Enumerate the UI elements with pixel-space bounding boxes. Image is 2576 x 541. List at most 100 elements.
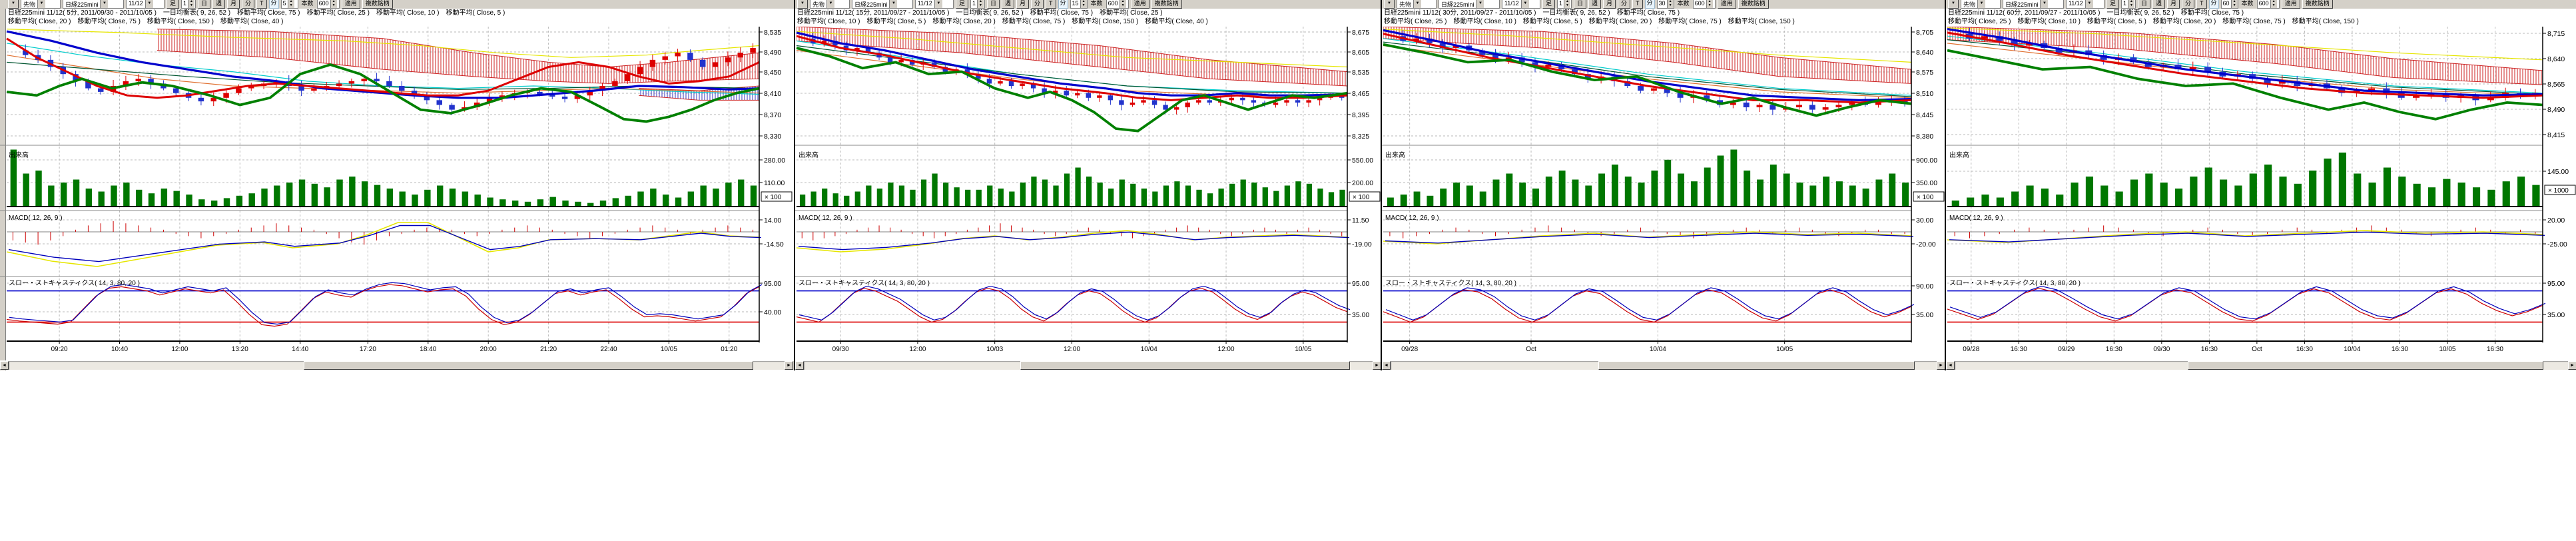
period-button-0[interactable]: 日 <box>986 0 1000 9</box>
period-button-3[interactable]: 分 <box>242 0 255 9</box>
interval-minutes-spinner[interactable]: 5 ▲ ▼ <box>280 0 298 9</box>
apply-button[interactable]: 適用 <box>2281 0 2300 9</box>
interval-minutes-spinner[interactable]: 30 ▲ ▼ <box>1656 0 1674 9</box>
scrollbar-thumb[interactable] <box>303 361 754 370</box>
scrollbar-thumb[interactable] <box>2187 361 2544 370</box>
bars-count-spinner[interactable]: 600 ▲ ▼ <box>1692 0 1716 9</box>
multi-symbol-button[interactable]: 複数銘柄 <box>1738 0 1769 9</box>
panel-menu-button[interactable]: ▼ <box>1384 0 1395 9</box>
bars-count-spinner[interactable]: 600 ▲ ▼ <box>2256 0 2280 9</box>
symbol-dropdown[interactable]: 日経225mini ▼ <box>62 0 124 9</box>
period-button-3[interactable]: 分 <box>1031 0 1044 9</box>
x-axis-label: 12:00 <box>909 346 926 353</box>
time-scrollbar[interactable]: ◄ ► <box>1382 360 1946 370</box>
period-button-2[interactable]: 月 <box>2167 0 2180 9</box>
bar-count-spinner[interactable]: 1 ▲ ▼ <box>1556 0 1572 9</box>
panel-menu-button[interactable]: ▼ <box>1948 0 1959 9</box>
spinner-arrows-icon[interactable]: ▲ ▼ <box>2270 0 2277 8</box>
panel-menu-button[interactable]: ▼ <box>8 0 19 9</box>
bar-count-spinner[interactable]: 1 ▲ ▼ <box>970 0 985 9</box>
scroll-left-button[interactable]: ◄ <box>795 361 804 370</box>
period-button-1[interactable]: 週 <box>1588 0 1601 9</box>
symbol-dropdown[interactable]: 日経225mini ▼ <box>1438 0 1500 9</box>
chevron-down-icon[interactable]: ▼ <box>1977 0 1985 8</box>
apply-button[interactable]: 適用 <box>341 0 360 9</box>
market-dropdown[interactable]: 先物 ▼ <box>1960 0 2001 9</box>
bar-count-spinner[interactable]: 1 ▲ ▼ <box>180 0 196 9</box>
apply-button[interactable]: 適用 <box>1130 0 1149 9</box>
period-button-0[interactable]: 日 <box>197 0 210 9</box>
bar-type-button[interactable]: 足 <box>955 0 968 9</box>
bars-count-spinner[interactable]: 600 ▲ ▼ <box>1106 0 1129 9</box>
spinner-arrows-icon[interactable]: ▲ ▼ <box>330 0 337 8</box>
spinner-arrows-icon[interactable]: ▲ ▼ <box>1563 0 1570 8</box>
spinner-arrows-icon[interactable]: ▲ ▼ <box>1706 0 1713 8</box>
scroll-left-button[interactable]: ◄ <box>1382 361 1391 370</box>
spinner-arrows-icon[interactable]: ▲ ▼ <box>287 0 294 8</box>
period-button-3[interactable]: 分 <box>2182 0 2195 9</box>
bar-type-button[interactable]: 足 <box>166 0 179 9</box>
scroll-right-button[interactable]: ► <box>2568 361 2576 370</box>
time-scrollbar[interactable]: ◄ ► <box>795 360 1382 370</box>
chevron-down-icon[interactable]: ▼ <box>889 0 898 8</box>
period-button-0[interactable]: 日 <box>1573 0 1586 9</box>
period-button-2[interactable]: 月 <box>1603 0 1616 9</box>
contract-dropdown[interactable]: 11/12 ▼ <box>125 0 164 9</box>
period-button-3[interactable]: 分 <box>1618 0 1631 9</box>
contract-dropdown[interactable]: 11/12 ▼ <box>2065 0 2104 9</box>
chevron-down-icon[interactable]: ▼ <box>826 0 834 8</box>
bar-type-button[interactable]: 足 <box>2106 0 2119 9</box>
scrollbar-thumb[interactable] <box>1020 361 1350 370</box>
symbol-dropdown[interactable]: 日経225mini ▼ <box>2002 0 2064 9</box>
panel-menu-button[interactable]: ▼ <box>797 0 808 9</box>
scrollbar-thumb[interactable] <box>1598 361 1915 370</box>
multi-symbol-button[interactable]: 複数銘柄 <box>362 0 393 9</box>
market-dropdown[interactable]: 先物 ▼ <box>20 0 61 9</box>
bars-count-spinner[interactable]: 600 ▲ ▼ <box>316 0 340 9</box>
period-button-2[interactable]: 月 <box>1016 0 1030 9</box>
period-button-4[interactable]: T <box>1632 0 1643 9</box>
period-button-2[interactable]: 月 <box>227 0 240 9</box>
chevron-down-icon[interactable]: ▼ <box>2085 0 2093 8</box>
scroll-left-button[interactable]: ◄ <box>1946 361 1955 370</box>
multi-symbol-button[interactable]: 複数銘柄 <box>1151 0 1182 9</box>
market-dropdown[interactable]: 先物 ▼ <box>809 0 850 9</box>
bar-count-spinner[interactable]: 1 ▲ ▼ <box>2120 0 2136 9</box>
chevron-down-icon[interactable]: ▼ <box>1520 0 1529 8</box>
period-button-4[interactable]: T <box>256 0 267 9</box>
spinner-arrows-icon[interactable]: ▲ ▼ <box>187 0 194 8</box>
spinner-arrows-icon[interactable]: ▲ ▼ <box>1666 0 1674 8</box>
chevron-down-icon[interactable]: ▼ <box>37 0 45 8</box>
period-button-0[interactable]: 日 <box>2137 0 2150 9</box>
bar-type-button[interactable]: 足 <box>1542 0 1555 9</box>
time-scrollbar[interactable]: ◄ ► <box>1946 360 2576 370</box>
scroll-left-button[interactable]: ◄ <box>0 361 9 370</box>
period-button-1[interactable]: 週 <box>2152 0 2165 9</box>
spinner-arrows-icon[interactable]: ▲ ▼ <box>2230 0 2238 8</box>
scroll-right-button[interactable]: ► <box>785 361 793 370</box>
period-button-4[interactable]: T <box>2196 0 2207 9</box>
multi-symbol-button[interactable]: 複数銘柄 <box>2302 0 2333 9</box>
period-button-4[interactable]: T <box>1046 0 1056 9</box>
spinner-arrows-icon[interactable]: ▲ ▼ <box>1080 0 1087 8</box>
chevron-down-icon[interactable]: ▼ <box>1413 0 1421 8</box>
scroll-right-button[interactable]: ► <box>1937 361 1945 370</box>
chevron-down-icon[interactable]: ▼ <box>934 0 942 8</box>
contract-dropdown[interactable]: 11/12 ▼ <box>914 0 954 9</box>
spinner-arrows-icon[interactable]: ▲ ▼ <box>976 0 984 8</box>
time-scrollbar[interactable]: ◄ ► <box>0 360 794 370</box>
period-button-1[interactable]: 週 <box>1001 0 1014 9</box>
period-button-1[interactable]: 週 <box>212 0 225 9</box>
contract-dropdown[interactable]: 11/12 ▼ <box>1501 0 1540 9</box>
chevron-down-icon[interactable]: ▼ <box>100 0 109 8</box>
interval-minutes-spinner[interactable]: 15 ▲ ▼ <box>1070 0 1088 9</box>
symbol-dropdown[interactable]: 日経225mini ▼ <box>851 0 913 9</box>
chevron-down-icon[interactable]: ▼ <box>1476 0 1484 8</box>
spinner-arrows-icon[interactable]: ▲ ▼ <box>1119 0 1126 8</box>
apply-button[interactable]: 適用 <box>1717 0 1736 9</box>
interval-minutes-spinner[interactable]: 60 ▲ ▼ <box>2220 0 2238 9</box>
spinner-arrows-icon[interactable]: ▲ ▼ <box>2127 0 2134 8</box>
market-dropdown[interactable]: 先物 ▼ <box>1396 0 1437 9</box>
chevron-down-icon[interactable]: ▼ <box>2040 0 2049 8</box>
chevron-down-icon[interactable]: ▼ <box>145 0 153 8</box>
